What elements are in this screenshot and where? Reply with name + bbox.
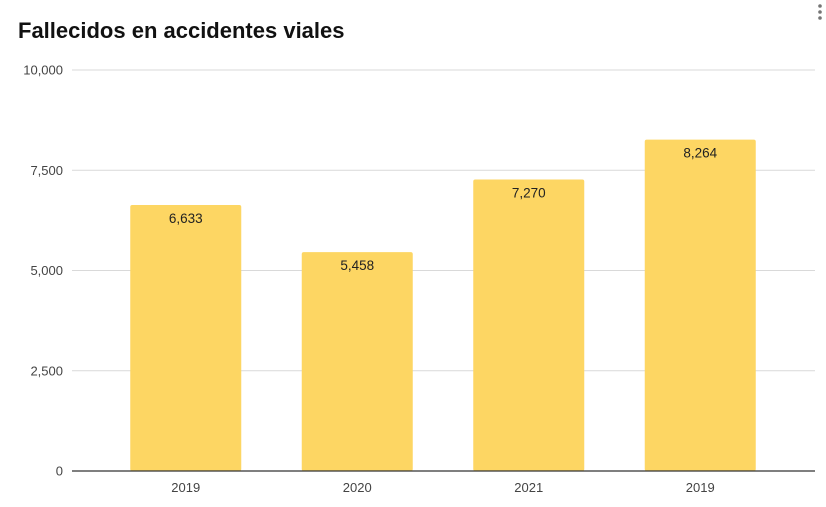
y-axis-tick-labels: 0 2,500 5,000 7,500 10,000 [23, 63, 63, 479]
bar [473, 179, 585, 471]
data-label: 7,270 [512, 185, 546, 200]
more-vert-icon-dot[interactable] [818, 16, 822, 20]
more-options-menu[interactable] [818, 4, 822, 20]
data-labels: 6,633 5,458 7,270 8,264 [169, 146, 718, 274]
bars [130, 139, 756, 472]
x-tick-label: 2021 [514, 480, 543, 495]
more-vert-icon-dot[interactable] [818, 10, 822, 14]
y-tick-label: 0 [56, 464, 63, 479]
data-label: 5,458 [340, 258, 374, 273]
x-axis-tick-labels: 2019 2020 2021 2019 [171, 480, 714, 495]
x-tick-label: 2019 [686, 480, 715, 495]
x-tick-label: 2019 [171, 480, 200, 495]
y-tick-label: 5,000 [30, 263, 63, 278]
x-tick-label: 2020 [343, 480, 372, 495]
bar [130, 205, 242, 471]
chart-title: Fallecidos en accidentes viales [18, 18, 345, 43]
data-label: 8,264 [683, 146, 717, 161]
more-vert-icon[interactable] [818, 4, 822, 8]
bar [644, 139, 756, 472]
y-tick-label: 2,500 [30, 363, 63, 378]
bar [301, 252, 413, 471]
data-label: 6,633 [169, 211, 203, 226]
y-tick-label: 10,000 [23, 63, 63, 78]
y-tick-label: 7,500 [30, 163, 63, 178]
